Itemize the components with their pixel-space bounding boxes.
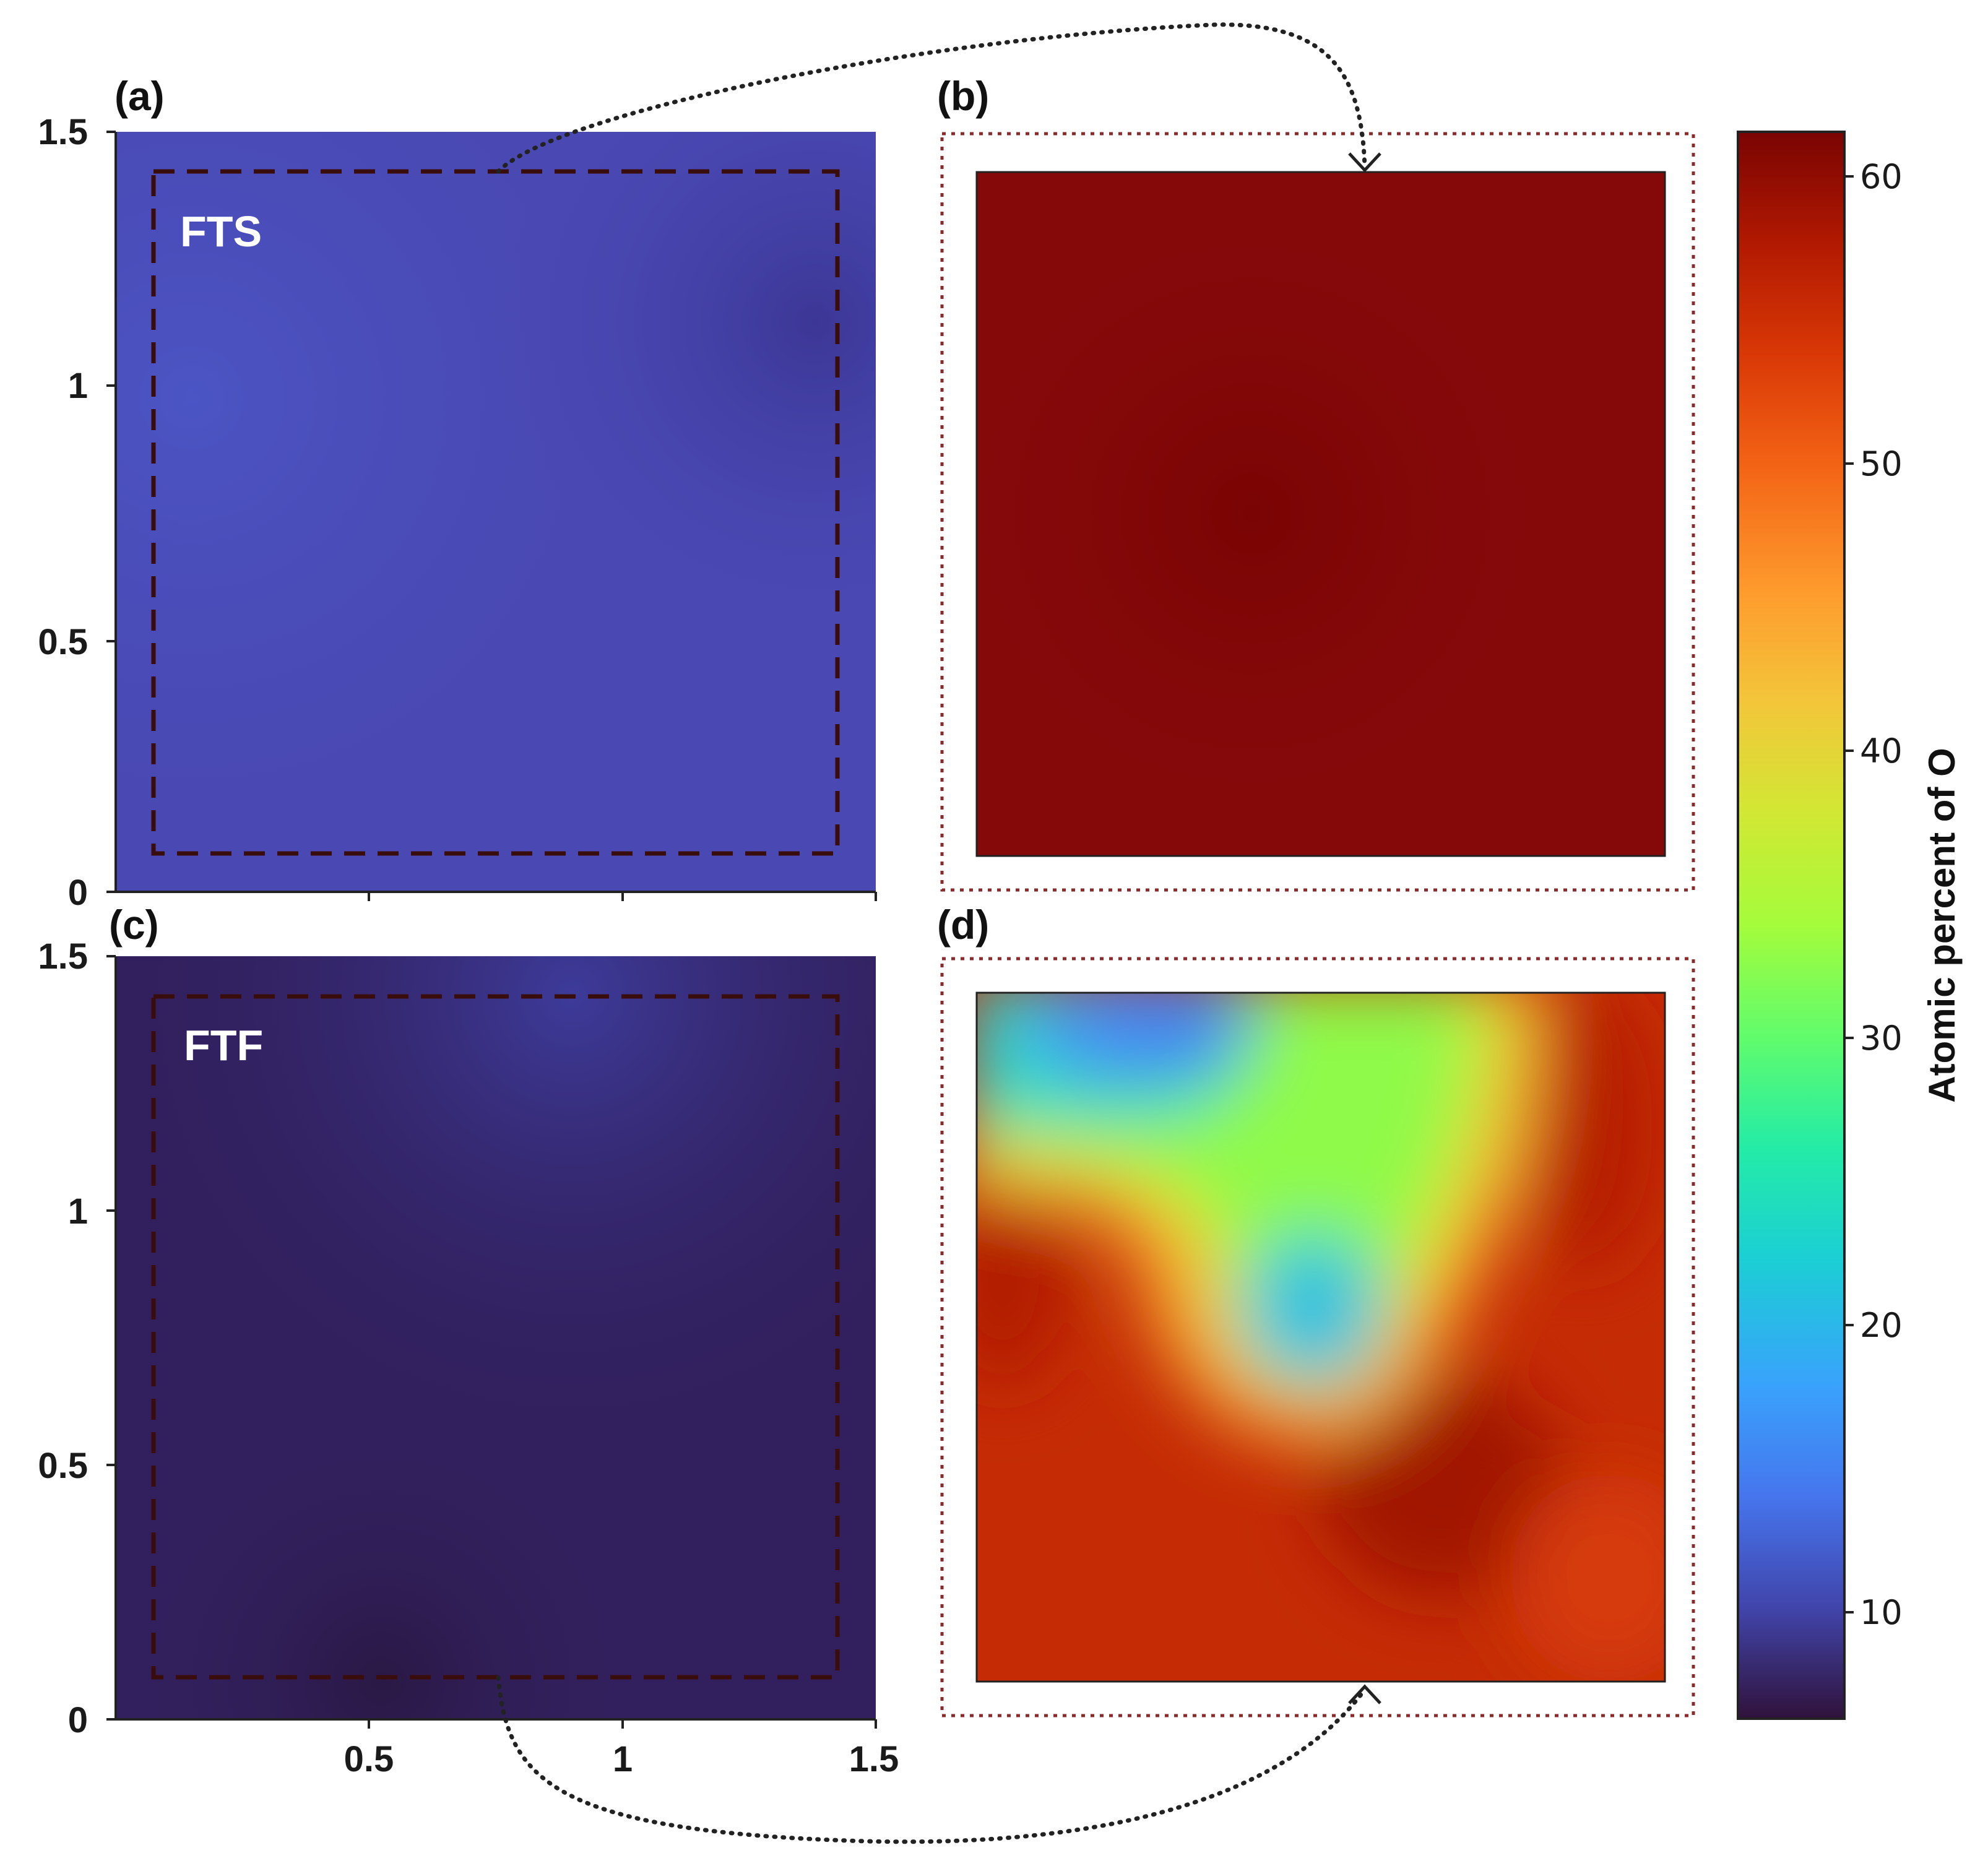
left-axis-bottom: 1.5 1 0.5 0 [38,936,117,1740]
colorbar-tick-label: 60 [1860,157,1903,196]
panel-a-sample-label: FTS [180,207,262,256]
tick-label: 1.5 [849,1739,899,1779]
panel-c-shade-2 [116,956,876,1719]
panel-d-field [977,993,1665,1682]
connector-c-to-d [496,1675,1367,1844]
panel-a-label: (a) [115,73,165,119]
panel-c-sample-label: FTF [184,1021,263,1069]
panel-c-label: (c) [109,902,159,948]
panel-a-shade-2 [116,132,876,892]
panel-b-dotted-frame [940,132,1695,892]
colorbar-tick-label: 10 [1860,1593,1903,1632]
tick-label: 0 [68,1700,88,1740]
tick-label: 1.5 [38,112,88,152]
colorbar-tick-label: 50 [1860,444,1903,483]
bottom-axis: 0.5 1 1.5 [116,1718,899,1779]
colorbar-bar [1737,131,1846,1720]
connector-arrowhead-d [1348,1684,1381,1704]
connector-a-to-b [496,22,1367,174]
panel-b: (b) [937,73,1695,892]
panel-c: FTF (c) [109,902,876,1719]
panel-d-label: (d) [937,902,989,948]
connector-arrowhead-b [1348,152,1381,173]
colorbar: 10 20 30 40 50 60 Atomic percent of O [1737,131,1963,1720]
panel-d-border [975,991,1666,1683]
panel-c-dashed-box [151,994,840,1680]
colorbar-tick-label: 40 [1860,732,1903,771]
colorbar-ticks: 10 20 30 40 50 60 [1844,157,1903,1632]
tick-label: 0 [68,873,88,913]
left-axis-top: 1.5 1 0.5 0 [38,112,117,913]
panel-d-dotted-frame [940,957,1695,1717]
colorbar-label: Atomic percent of O [1921,748,1963,1102]
bottom-axis-top-row [116,891,877,901]
panel-d: (d) [937,902,1695,1717]
tick-label: 1 [68,1191,88,1232]
tick-label: 1 [613,1739,633,1779]
colorbar-tick-label: 20 [1860,1306,1903,1345]
panel-a: FTS (a) [115,73,876,892]
tick-label: 0.5 [344,1739,394,1779]
tick-label: 0.5 [38,622,88,662]
panel-b-label: (b) [937,73,989,119]
tick-label: 1.5 [38,936,88,977]
colorbar-tick-label: 30 [1860,1019,1903,1058]
panel-b-shade [977,172,1665,856]
tick-label: 0.5 [38,1446,88,1486]
tick-label: 1 [68,366,88,406]
panel-a-dashed-box [151,169,840,856]
panel-b-border [975,171,1666,857]
